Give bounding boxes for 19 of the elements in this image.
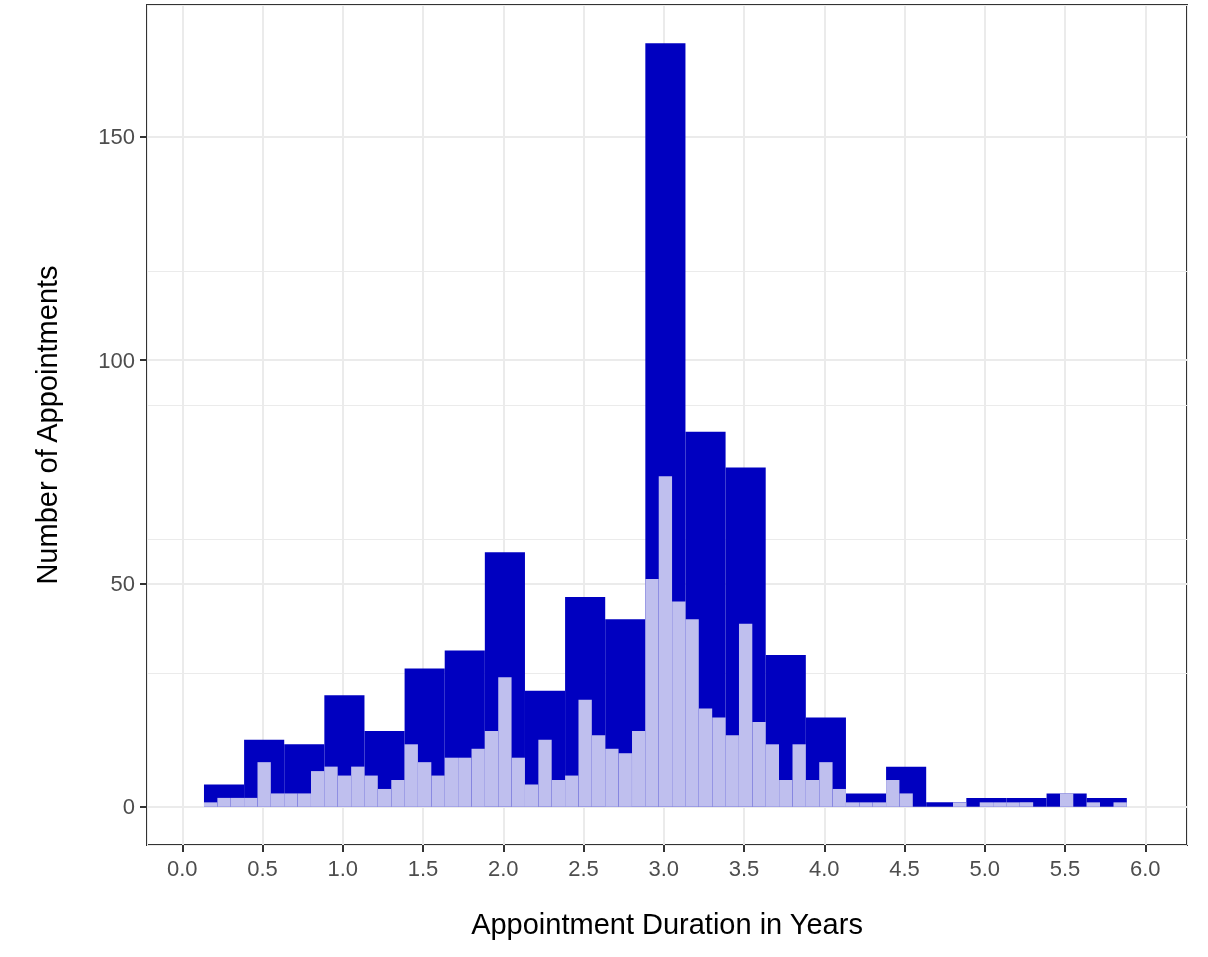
x-axis-title: Appointment Duration in Years <box>471 907 863 940</box>
x-tick-label: 3.5 <box>728 855 760 881</box>
x-tick-label: 5.5 <box>1049 855 1081 881</box>
x-tick-label: 1.0 <box>327 855 359 881</box>
y-tick-label: 0 <box>122 794 135 820</box>
x-tick-label: 6.0 <box>1129 855 1161 881</box>
y-axis-title: Number of Appointments <box>30 265 63 585</box>
x-tick-label: 4.5 <box>889 855 920 881</box>
y-tick-label: 50 <box>110 571 135 597</box>
x-tick-label: 0.0 <box>167 855 198 881</box>
x-tick-label: 2.5 <box>568 855 599 881</box>
x-tick-label: 1.5 <box>407 855 439 881</box>
y-tick-label: 100 <box>98 347 135 373</box>
x-tick-label: 3.0 <box>648 855 680 881</box>
x-tick-label: 4.0 <box>808 855 840 881</box>
x-tick-label: 0.5 <box>247 855 278 881</box>
y-tick-label: 150 <box>98 124 135 150</box>
x-tick-label: 5.0 <box>969 855 1001 881</box>
x-tick-label: 2.0 <box>488 855 519 881</box>
